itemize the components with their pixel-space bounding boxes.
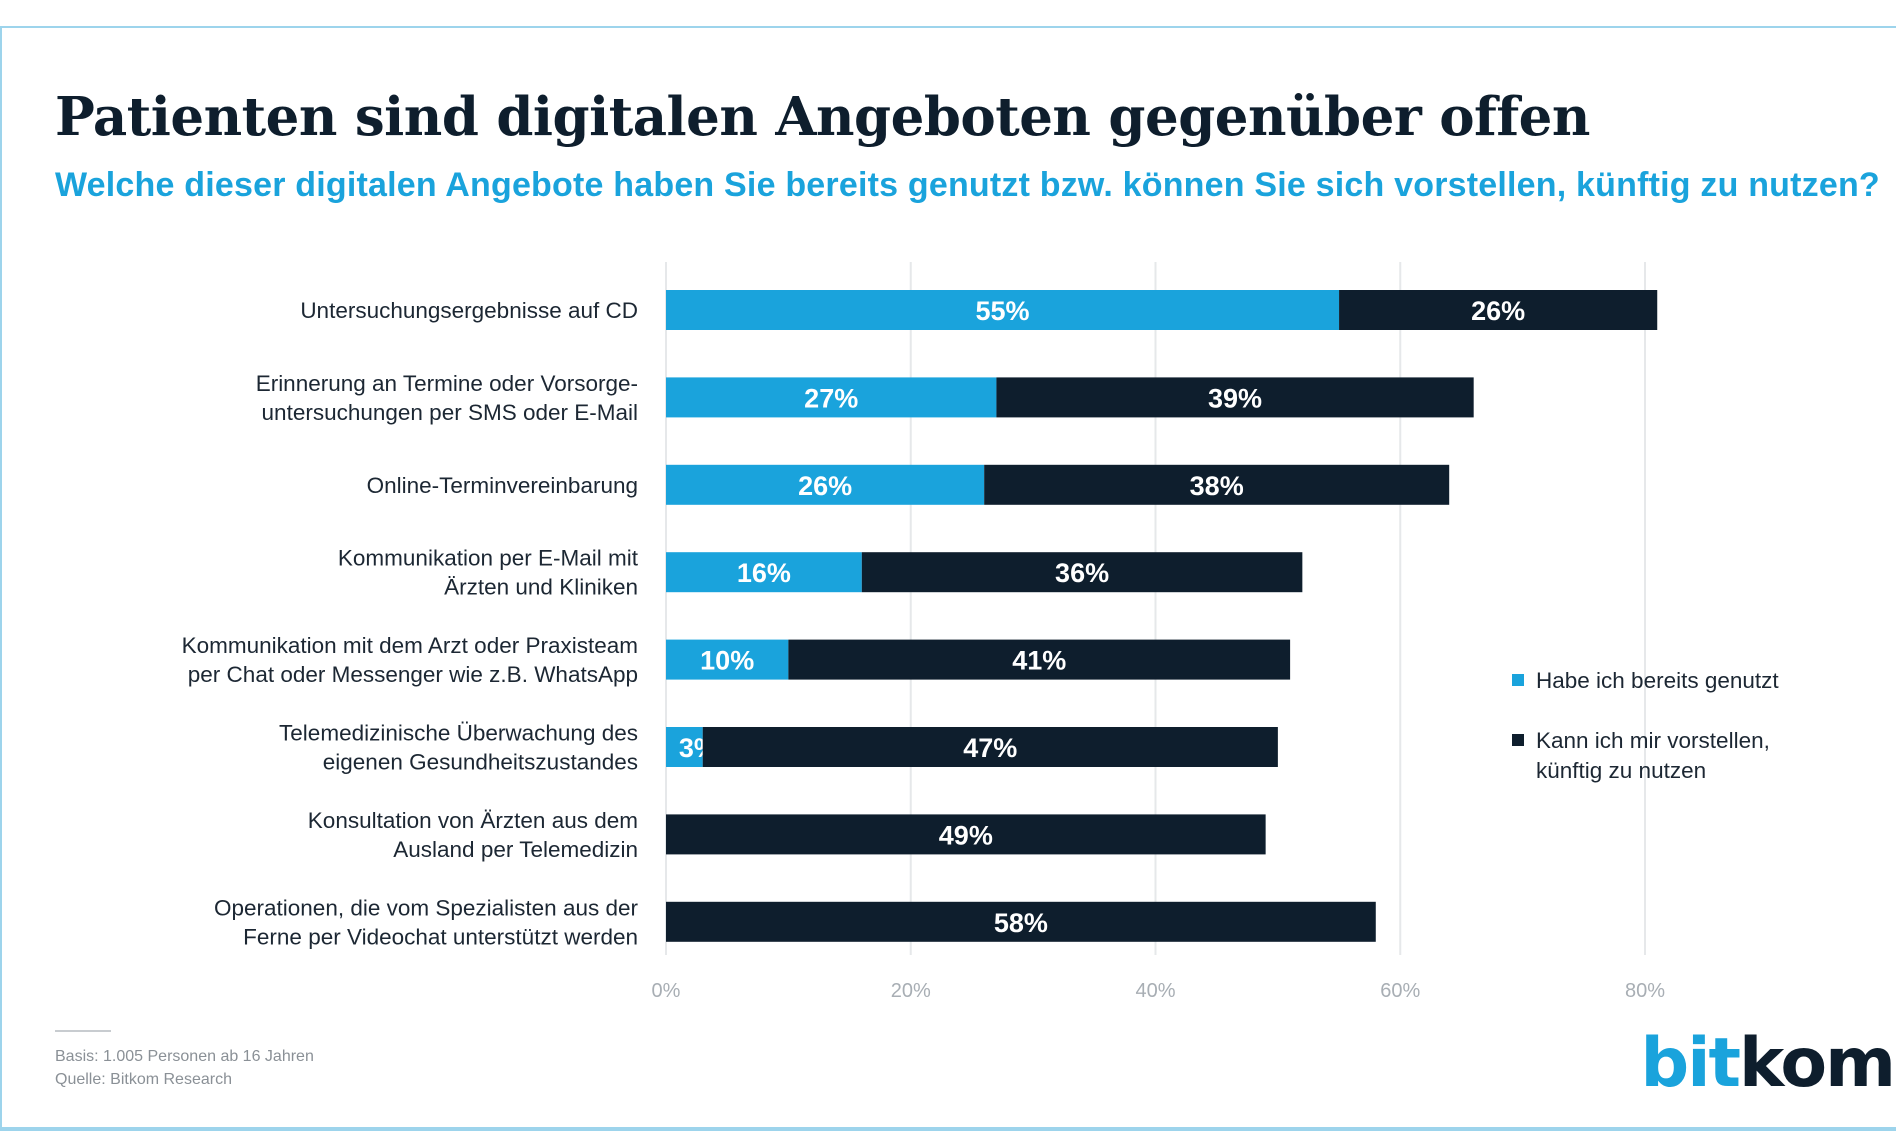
x-tick-label-20: 20% [891, 980, 931, 1002]
chart-frame [0, 26, 1896, 1131]
x-tick-label-0: 0% [652, 980, 681, 1002]
value-label-future-6: 47% [963, 733, 1017, 763]
value-label-used-2: 27% [804, 383, 858, 413]
chart-subtitle: Welche dieser digitalen Angebote haben S… [55, 166, 1880, 204]
x-tick-label-80: 80% [1625, 980, 1665, 1002]
category-label-5-line-2: per Chat oder Messenger wie z.B. WhatsAp… [188, 662, 638, 687]
legend-label-future-line1: Kann ich mir vorstellen, [1536, 728, 1770, 753]
value-label-used-3: 26% [798, 471, 852, 501]
chart-title: Patienten sind digitalen Angeboten gegen… [55, 86, 1590, 148]
bar-used-1 [666, 290, 1340, 330]
value-label-future-2: 39% [1208, 383, 1262, 413]
bar-future-4 [861, 552, 1303, 593]
value-label-future-5: 41% [1012, 646, 1066, 676]
value-label-future-8: 58% [994, 908, 1048, 938]
category-label-8-line-2: Ferne per Videochat unterstützt werden [243, 924, 638, 949]
bar-used-2 [666, 377, 997, 418]
bar-used-4 [666, 552, 862, 593]
value-label-future-3: 38% [1190, 471, 1244, 501]
bar-future-1 [1339, 290, 1658, 330]
x-tick-label-60: 60% [1380, 980, 1420, 1002]
category-label-5-line-1: Kommunikation mit dem Arzt oder Praxiste… [182, 633, 638, 658]
category-label-2-line-2: untersuchungen per SMS oder E-Mail [262, 400, 638, 425]
category-label-2-line-1: Erinnerung an Termine oder Vorsorge- [256, 371, 638, 396]
value-label-future-7: 49% [939, 820, 993, 850]
value-label-future-4: 36% [1055, 558, 1109, 588]
legend-label-future-line2: künftig zu nutzen [1536, 758, 1707, 783]
category-label-4-line-2: Ärzten und Kliniken [444, 575, 638, 600]
legend-swatch-future [1512, 734, 1524, 746]
legend-label-used: Habe ich bereits genutzt [1536, 668, 1779, 693]
category-label-7-line-2: Ausland per Telemedizin [393, 837, 638, 862]
category-label-3-line-1: Online-Terminvereinbarung [367, 473, 638, 498]
bar-used-3 [666, 464, 985, 505]
category-label-7-line-1: Konsultation von Ärzten aus dem [308, 808, 638, 833]
category-label-6-line-1: Telemedizinische Überwachung des [279, 721, 638, 746]
value-label-used-5: 10% [700, 646, 754, 676]
category-label-1-line-1: Untersuchungsergebnisse auf CD [300, 298, 638, 323]
legend-item-future: Kann ich mir vorstellen, künftig zu nutz… [1512, 726, 1812, 786]
bar-used-6 [666, 727, 703, 767]
bar-future-3 [984, 464, 1450, 505]
footer-basis: Basis: 1.005 Personen ab 16 Jahren [55, 1048, 314, 1065]
logo-part-kom: kom [1739, 1024, 1896, 1103]
bar-future-5 [788, 639, 1291, 680]
legend-swatch-used [1512, 674, 1524, 686]
chart-legend: Habe ich bereits genutzt Kann ich mir vo… [1512, 666, 1812, 816]
value-label-used-4: 16% [737, 558, 791, 588]
category-label-4-line-1: Kommunikation per E-Mail mit [338, 546, 639, 571]
bar-future-2 [996, 377, 1474, 418]
category-label-8-line-1: Operationen, die vom Spezialisten aus de… [214, 895, 639, 920]
x-tick-label-40: 40% [1135, 980, 1175, 1002]
bar-used-5 [666, 639, 789, 680]
footer-source: Quelle: Bitkom Research [55, 1071, 232, 1088]
logo-part-bit: bit [1640, 1024, 1741, 1103]
value-label-used-1: 55% [976, 296, 1030, 326]
legend-item-used: Habe ich bereits genutzt [1512, 666, 1812, 696]
bar-future-7 [666, 814, 1266, 855]
footer-divider [55, 1030, 111, 1032]
bitkom-logo: bitkom [1641, 1030, 1896, 1098]
bar-future-8 [666, 901, 1376, 942]
bar-future-6 [702, 727, 1278, 767]
category-label-6-line-2: eigenen Gesundheitszustandes [323, 750, 638, 775]
value-label-future-1: 26% [1471, 296, 1525, 326]
